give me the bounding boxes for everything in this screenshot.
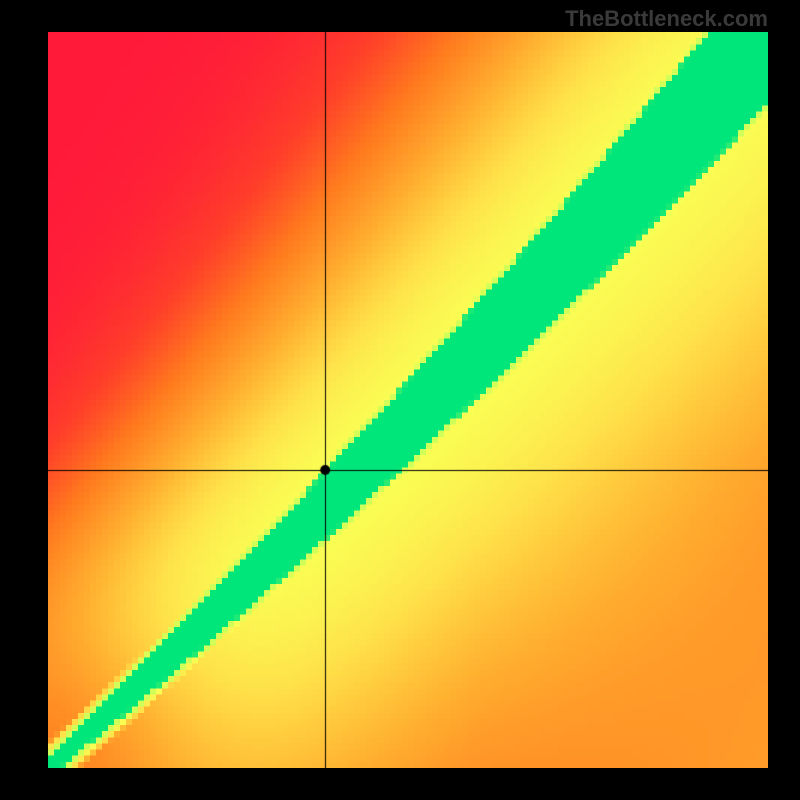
crosshair-overlay: [48, 32, 768, 768]
chart-container: TheBottleneck.com: [0, 0, 800, 800]
watermark-text: TheBottleneck.com: [565, 6, 768, 32]
